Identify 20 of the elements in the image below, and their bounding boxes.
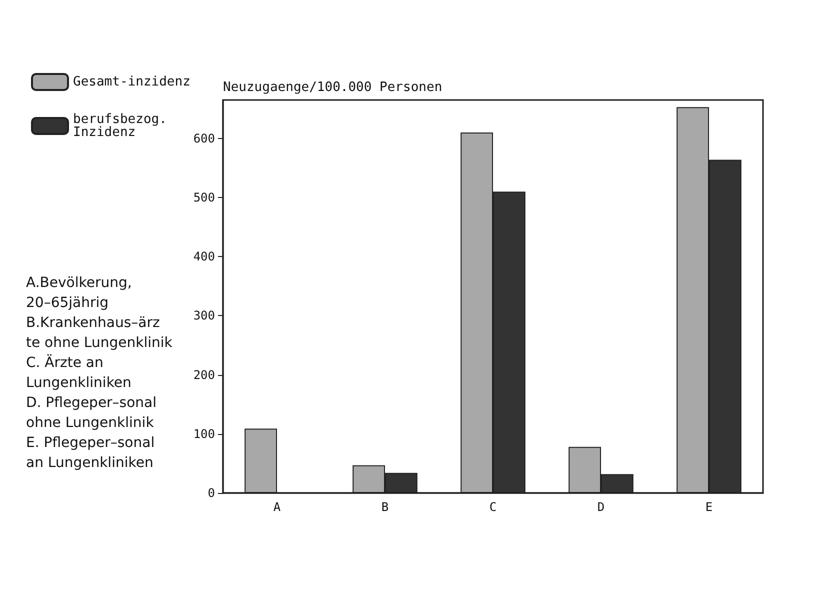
y-tick-label: 200 (193, 368, 215, 382)
x-tick-label: B (381, 500, 389, 514)
text: E. Pflegeper–sonal an Lungenkliniken (26, 435, 160, 471)
x-tick-label: E (705, 500, 713, 514)
legend-label: Gesamt-inzidenz (73, 74, 190, 90)
legend-label: berufsbezog. Inzidenz (73, 112, 175, 140)
y-tick-label: 0 (208, 486, 215, 500)
x-tick-label: D (597, 500, 605, 514)
text: C. Ärzte an Lungenkliniken (26, 354, 132, 391)
text: D. Pflegeper–sonal ohne Lungenklinik (26, 395, 161, 431)
y-tick-label: 400 (193, 250, 215, 264)
y-axis-title: Neuzugaenge/100.000 Personen (223, 80, 442, 95)
y-tick-label: 500 (193, 190, 215, 205)
x-tick-label: C (489, 500, 497, 514)
y-tick-label: 600 (193, 131, 215, 146)
text: B.Krankenhaus–ärzte ohne Lungenklinik (26, 315, 174, 351)
y-tick-label: 100 (193, 426, 215, 441)
y-tick-label: 300 (193, 308, 215, 323)
x-tick-label: A (273, 500, 282, 514)
text: A.Bevölkerung, 20–65jährig (26, 275, 136, 311)
